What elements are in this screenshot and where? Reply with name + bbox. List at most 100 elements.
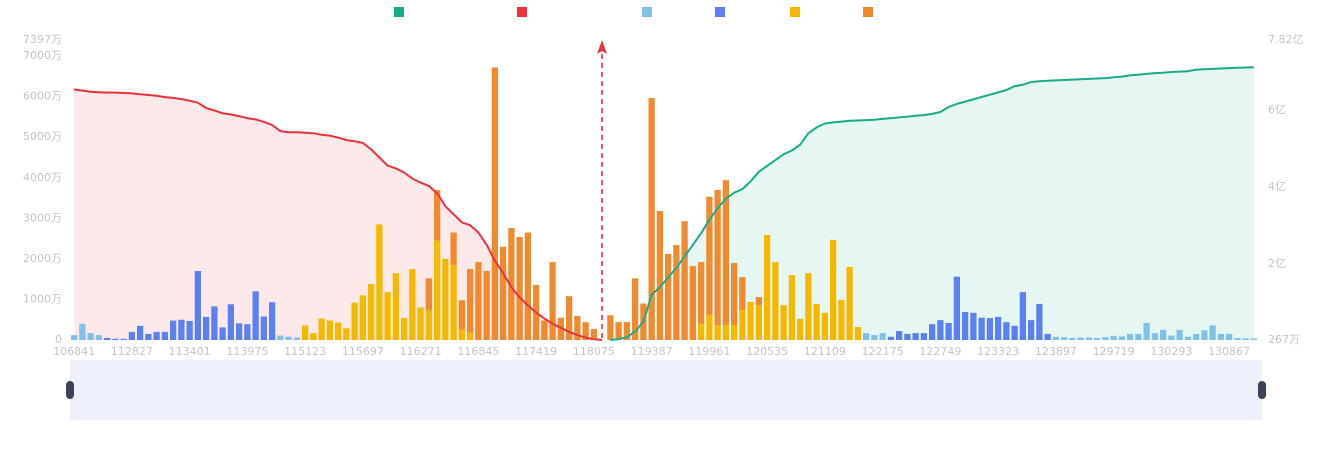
bar [1242,338,1249,340]
bar [87,333,94,340]
bar [862,333,870,340]
bar [79,323,86,340]
bar [623,322,631,340]
bar [466,269,474,333]
bar [1036,303,1043,340]
bar [153,331,160,340]
bar [211,306,218,340]
bar [706,314,713,340]
bar [706,196,713,315]
bar [541,320,548,340]
x-tick-label: 129719 [1093,345,1135,358]
bar [722,180,730,325]
bar [582,322,589,340]
legend-swatch [517,7,527,17]
bar [722,324,730,340]
legend-swatch [715,7,725,17]
bar [458,329,466,340]
bar [260,316,268,340]
x-tick-label: 122175 [862,345,904,358]
bar [739,277,746,310]
bar [458,300,466,330]
y-tick-label: 2000万 [23,252,62,265]
y-tick-label: 7397万 [23,33,62,46]
zoom-handle-right[interactable] [1258,381,1266,399]
bar [961,312,969,340]
x-tick-label: 130293 [1150,345,1192,358]
bar [714,189,721,325]
legend-swatch [394,7,404,17]
bar [1027,320,1035,340]
bar [318,318,325,340]
bar [788,275,796,340]
bar [343,328,350,340]
bar [186,320,193,340]
bar [400,318,408,340]
bar [1159,329,1167,340]
bar [1143,322,1150,340]
x-tick-label: 121109 [804,345,846,358]
bar [871,335,878,340]
zoom-handle-left[interactable] [66,381,74,399]
bar [970,312,977,340]
bar [920,333,928,340]
bar [475,262,482,340]
bar [1192,333,1200,340]
bar [763,234,771,340]
bar [1069,337,1076,340]
bar [1184,336,1192,340]
arrow-head [597,40,607,54]
bar [417,307,424,340]
bar [607,315,614,340]
bar [681,221,688,340]
zoom-slider[interactable] [70,360,1262,420]
x-tick-label: 119961 [688,345,730,358]
bar [1003,322,1010,340]
bar [689,266,697,340]
y-tick-label: 0 [55,333,62,346]
bar [409,269,416,340]
bar [978,317,985,340]
y2-tick-label: 7.82亿 [1268,33,1304,46]
legend-swatch [790,7,800,17]
bar [549,262,556,340]
line [610,66,1254,341]
x-tick-label: 118075 [573,345,615,358]
bar [450,232,457,265]
bar [219,327,226,340]
bar [252,291,259,340]
bar [631,278,639,340]
bar [301,325,309,340]
bar [697,262,705,324]
y-tick-label: 4000万 [23,171,62,184]
bar [1135,333,1142,340]
bar [904,333,911,340]
legend-swatch [863,7,873,17]
bar [1225,333,1233,340]
bar [145,333,152,340]
bar [326,320,334,340]
bar [310,333,317,340]
x-tick-label: 106841 [53,345,95,358]
bar [1250,338,1258,340]
bar [986,318,994,340]
bar [673,245,680,340]
y-tick-label: 6000万 [23,90,62,103]
x-tick-label: 115123 [284,345,326,358]
x-tick-label: 116845 [457,345,499,358]
bar [714,324,721,340]
bar [442,258,449,340]
bar [491,67,499,340]
bar [112,338,119,340]
bar [813,303,820,340]
bar [235,323,243,340]
bar [1077,337,1084,340]
bar [433,240,441,340]
bar [615,322,622,340]
bar [194,271,202,340]
bar [1151,333,1159,340]
bar [103,337,111,340]
bar [937,320,944,340]
